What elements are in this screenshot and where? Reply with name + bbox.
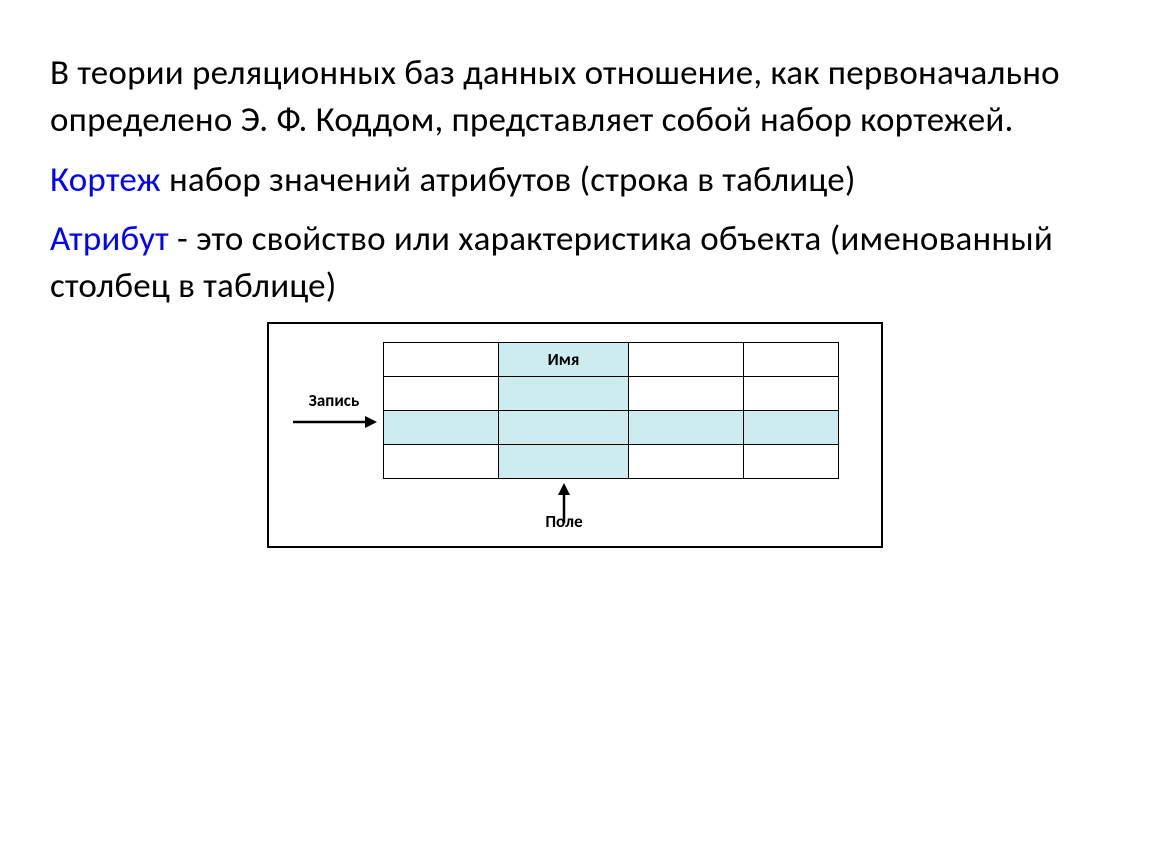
diagram-frame: Запись Имя	[267, 322, 883, 548]
grid-cell	[499, 377, 629, 411]
grid-cell	[744, 445, 839, 479]
grid-cell	[384, 343, 499, 377]
grid-cell	[384, 377, 499, 411]
relation-grid: Имя	[383, 342, 839, 479]
diagram-top-row: Запись Имя	[291, 342, 839, 479]
grid-cell	[629, 445, 744, 479]
slide: В теории реляционных баз данных отношени…	[0, 0, 1150, 864]
table-row	[384, 445, 839, 479]
arrow-up-icon	[555, 483, 573, 509]
table-row	[384, 377, 839, 411]
grid-cell	[499, 445, 629, 479]
tuple-definition: набор значений атрибутов (строка в табли…	[161, 159, 856, 201]
grid-cell	[744, 411, 839, 445]
grid-cell	[744, 377, 839, 411]
diagram-container: Запись Имя	[50, 322, 1100, 548]
term-tuple: Кортеж	[50, 159, 161, 201]
record-label-block: Запись	[291, 390, 377, 431]
grid-header-cell: Имя	[499, 343, 629, 377]
paragraph-intro: В теории реляционных баз данных отношени…	[50, 50, 1100, 145]
grid-cell	[629, 377, 744, 411]
term-attribute: Атрибут	[50, 218, 169, 260]
grid-cell	[744, 343, 839, 377]
paragraph-tuple: Кортеж набор значений атрибутов (строка …	[50, 157, 1100, 204]
table-row: Имя	[384, 343, 839, 377]
field-label-block: Поле	[545, 483, 582, 532]
grid-cell	[629, 411, 744, 445]
grid-cell	[384, 445, 499, 479]
arrow-right-icon	[291, 413, 377, 431]
table-row-highlighted	[384, 411, 839, 445]
field-label: Поле	[545, 511, 582, 532]
attribute-definition: - это свойство или характеристика объект…	[50, 218, 1053, 307]
grid-cell	[384, 411, 499, 445]
grid-cell	[499, 411, 629, 445]
paragraph-attribute: Атрибут - это свойство или характеристик…	[50, 216, 1100, 311]
grid-cell	[629, 343, 744, 377]
record-label: Запись	[309, 390, 360, 411]
